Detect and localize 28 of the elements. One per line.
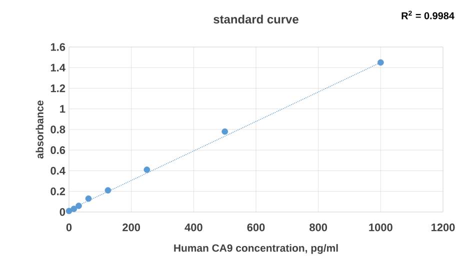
y-tick-label: 1.2 <box>50 84 66 92</box>
x-tick-label: 600 <box>247 224 265 232</box>
y-tick-label: 0.4 <box>50 166 66 175</box>
x-tick-label: 0 <box>66 224 72 232</box>
y-tick-label: 1 <box>60 105 66 113</box>
point <box>377 59 384 66</box>
x-tick-label: 1000 <box>369 224 392 232</box>
x-tick-label: 200 <box>122 224 140 232</box>
point <box>70 206 78 212</box>
point <box>76 202 82 209</box>
chart-title: standard curve <box>214 14 298 24</box>
x-axis-title: Human CA9 concentration, pg/ml <box>174 244 338 254</box>
point <box>104 187 112 194</box>
y-tick-label: 1.6 <box>50 43 66 51</box>
y-tick-label: 0.8 <box>50 126 66 134</box>
point <box>85 195 92 202</box>
point <box>144 166 150 173</box>
x-tick-label: 1200 <box>432 224 455 232</box>
y-axis-title: absorbance <box>36 100 44 159</box>
x-tick-label: 800 <box>310 224 328 232</box>
y-tick-label: 1.4 <box>50 64 66 72</box>
y-tick-label: 0.2 <box>50 188 66 196</box>
point <box>66 208 72 214</box>
x-tick-label: 400 <box>184 224 202 232</box>
y-tick-label: 0.6 <box>50 146 66 154</box>
point <box>222 128 228 135</box>
y-tick-label: 0 <box>60 208 66 216</box>
text: R$^{2}$ = 0.9984 <box>402 10 454 20</box>
